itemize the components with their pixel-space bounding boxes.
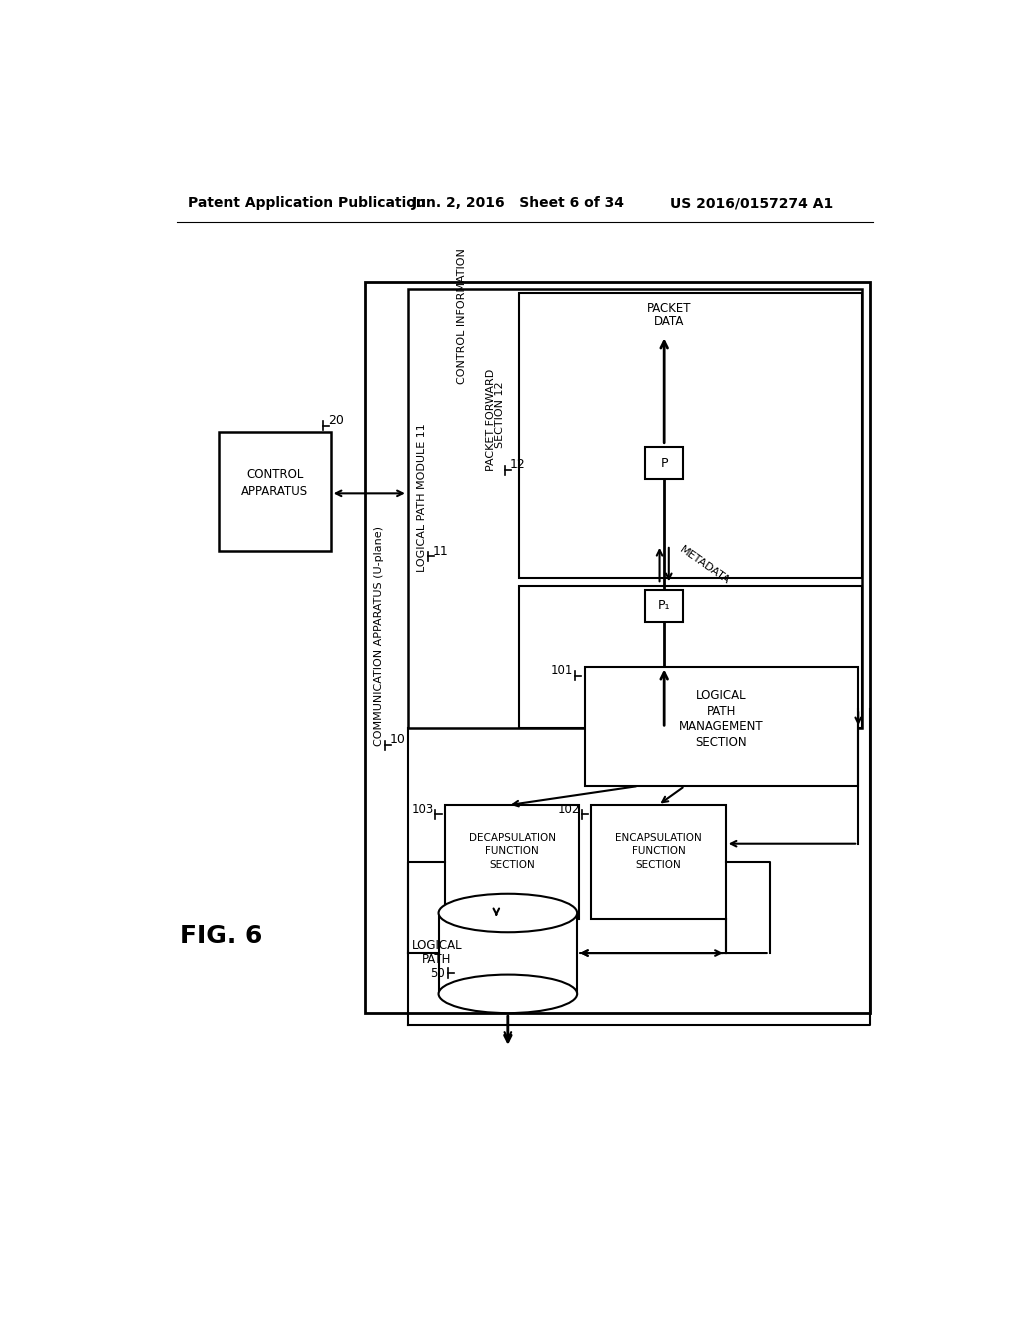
Text: COMMUNICATION APPARATUS (U-plane): COMMUNICATION APPARATUS (U-plane): [374, 525, 384, 746]
Bar: [219, 432, 331, 552]
Bar: [408, 289, 862, 729]
Bar: [585, 667, 858, 785]
Text: 10: 10: [389, 733, 406, 746]
Text: METADATA: METADATA: [677, 544, 731, 586]
Text: 102: 102: [558, 803, 581, 816]
Ellipse shape: [438, 974, 578, 1014]
Text: Jun. 2, 2016   Sheet 6 of 34: Jun. 2, 2016 Sheet 6 of 34: [412, 197, 625, 210]
Text: SECTION: SECTION: [489, 861, 535, 870]
Text: PACKET: PACKET: [647, 302, 692, 315]
Text: LOGICAL: LOGICAL: [696, 689, 746, 702]
Text: MANAGEMENT: MANAGEMENT: [679, 721, 764, 733]
Bar: [645, 447, 683, 479]
Text: SECTION: SECTION: [695, 735, 748, 748]
Text: 20: 20: [328, 413, 344, 426]
Text: Patent Application Publication: Patent Application Publication: [188, 197, 426, 210]
Text: PATH: PATH: [707, 705, 736, 718]
Bar: [645, 590, 683, 622]
Text: 103: 103: [412, 803, 434, 816]
Text: FUNCTION: FUNCTION: [485, 846, 539, 857]
Text: 12: 12: [509, 458, 525, 471]
Text: LOGICAL: LOGICAL: [412, 939, 462, 952]
Text: PACKET FORWARD: PACKET FORWARD: [486, 370, 496, 471]
Text: ENCAPSULATION: ENCAPSULATION: [615, 833, 701, 842]
Text: FIG. 6: FIG. 6: [180, 924, 262, 948]
Bar: [444, 805, 580, 919]
Text: SECTION 12: SECTION 12: [496, 381, 505, 447]
Ellipse shape: [438, 894, 578, 932]
Bar: [366, 281, 869, 1014]
Text: US 2016/0157274 A1: US 2016/0157274 A1: [670, 197, 833, 210]
Text: FUNCTION: FUNCTION: [632, 846, 685, 857]
Bar: [591, 805, 726, 919]
Text: SECTION: SECTION: [636, 861, 681, 870]
Text: APPARATUS: APPARATUS: [242, 486, 308, 499]
Text: DATA: DATA: [654, 315, 685, 329]
Text: P: P: [660, 457, 668, 470]
Text: LOGICAL PATH MODULE 11: LOGICAL PATH MODULE 11: [417, 422, 427, 572]
Text: CONTROL: CONTROL: [246, 467, 304, 480]
Bar: [519, 586, 862, 729]
Bar: [438, 913, 578, 994]
Text: 11: 11: [432, 545, 449, 557]
Text: DECAPSULATION: DECAPSULATION: [469, 833, 556, 842]
Text: 101: 101: [551, 664, 573, 677]
Bar: [519, 293, 862, 578]
Text: P₁: P₁: [658, 599, 671, 612]
Text: PATH: PATH: [422, 953, 452, 966]
Text: CONTROL INFORMATION: CONTROL INFORMATION: [457, 248, 467, 384]
Text: 50: 50: [430, 966, 444, 979]
